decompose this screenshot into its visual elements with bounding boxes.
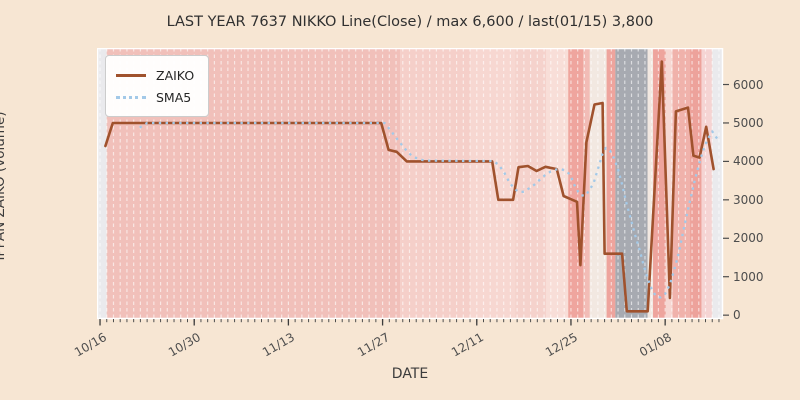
plot-area [96,47,729,326]
sma5-line-swatch [116,95,146,99]
plot-border [96,47,724,320]
background-band [690,48,702,319]
background-band [546,48,569,319]
y-tick-label: 3000 [733,192,764,207]
legend-item-zaiko: ZAIKO [116,64,194,86]
legend-label-zaiko: ZAIKO [156,67,195,83]
legend-label-sma5: SMA5 [156,89,192,105]
y-tick-label: 6000 [733,77,764,92]
x-axis-label: DATE [391,366,429,382]
chart-title: LAST YEAR 7637 NIKKO Line(Close) / max 6… [166,14,654,30]
y-tick-label: 5000 [733,115,764,130]
legend: ZAIKO SMA5 [105,55,210,117]
background-band [515,48,547,319]
y-tick-label: 0 [733,308,741,323]
y-axis-label: IPPAN ZAIKO (volume) [0,111,8,261]
y-tick-label: 2000 [733,231,764,246]
background-band [583,48,590,319]
background-band [647,48,654,319]
plot-area-wrapper [96,47,742,338]
background-band [606,48,616,319]
background-band [97,48,107,319]
background-band [701,48,713,319]
background-band [470,48,516,319]
background-band [672,48,691,319]
y-tick-label: 4000 [733,154,764,169]
zaiko-line-swatch [116,73,146,77]
background-band [712,48,723,319]
background-band [665,48,673,319]
background-band [400,48,471,319]
legend-item-sma5: SMA5 [116,86,194,108]
y-tick-label: 1000 [733,269,764,284]
series-line-sma5 [139,121,720,299]
